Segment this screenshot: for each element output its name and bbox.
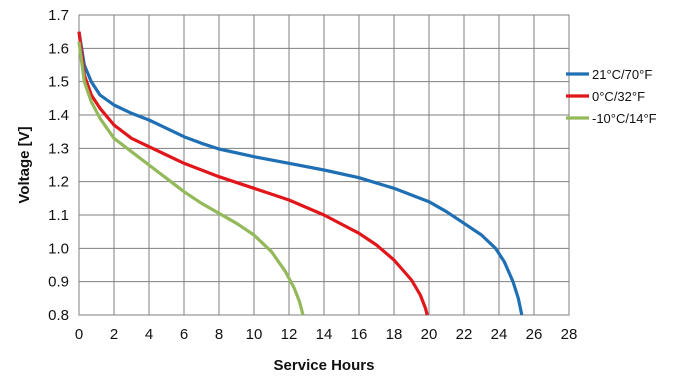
x-tick-label: 10 bbox=[246, 326, 263, 343]
legend-label: 21°C/70°F bbox=[592, 67, 652, 82]
y-tick-label: 1.6 bbox=[48, 40, 69, 57]
x-tick-label: 12 bbox=[281, 326, 298, 343]
x-tick-label: 16 bbox=[351, 326, 368, 343]
y-tick-label: 0.8 bbox=[48, 307, 69, 324]
series-line bbox=[77, 31, 429, 316]
x-tick-label: 28 bbox=[561, 326, 578, 343]
x-tick-label: 4 bbox=[145, 326, 153, 343]
x-tick-label: 0 bbox=[75, 326, 83, 343]
x-tick-label: 14 bbox=[316, 326, 333, 343]
grid bbox=[78, 14, 570, 316]
y-tick-label: 1.7 bbox=[48, 7, 69, 24]
x-tick-label: 22 bbox=[456, 326, 473, 343]
legend-label: 0°C/32°F bbox=[592, 89, 645, 104]
y-axis-title: Voltage [V] bbox=[16, 126, 33, 203]
legend: 21°C/70°F 0°C/32°F -10°C/14°F bbox=[566, 67, 657, 126]
y-tick-label: 1.2 bbox=[48, 174, 69, 191]
x-tick-label: 18 bbox=[386, 326, 403, 343]
x-tick-label: 26 bbox=[526, 326, 543, 343]
x-tick-label: 8 bbox=[215, 326, 223, 343]
y-tick-label: 1.1 bbox=[48, 207, 69, 224]
x-tick-label: 20 bbox=[421, 326, 438, 343]
series-layer bbox=[77, 31, 524, 316]
y-tick-label: 1.3 bbox=[48, 140, 69, 157]
x-axis-ticks: 0 2 4 6 8 10 12 14 16 18 20 22 24 26 28 bbox=[75, 326, 578, 343]
x-tick-label: 2 bbox=[110, 326, 118, 343]
x-tick-label: 24 bbox=[491, 326, 508, 343]
legend-label: -10°C/14°F bbox=[592, 111, 657, 126]
series-line bbox=[77, 41, 305, 316]
y-tick-label: 1.0 bbox=[48, 240, 69, 257]
y-tick-label: 0.9 bbox=[48, 274, 69, 291]
x-tick-label: 6 bbox=[180, 326, 188, 343]
y-axis-ticks: 0.8 0.9 1.0 1.1 1.2 1.3 1.4 1.5 1.6 1.7 bbox=[48, 7, 69, 324]
plot-area bbox=[78, 14, 570, 316]
y-tick-label: 1.4 bbox=[48, 107, 69, 124]
series-line bbox=[77, 31, 524, 316]
y-tick-label: 1.5 bbox=[48, 74, 69, 91]
x-axis-title: Service Hours bbox=[274, 357, 375, 374]
